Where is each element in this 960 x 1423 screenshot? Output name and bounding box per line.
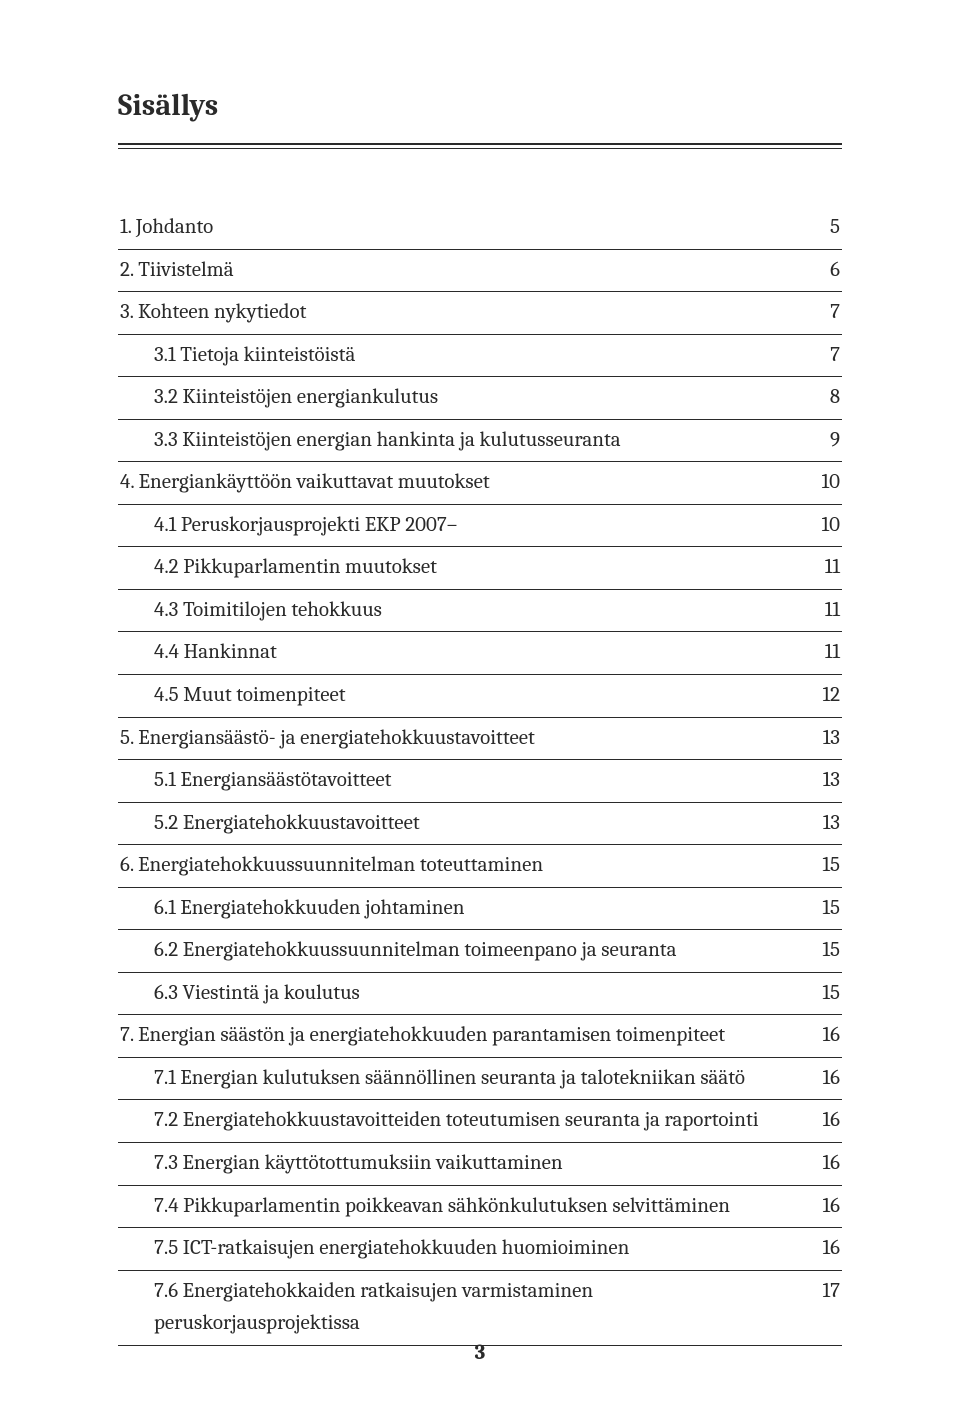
toc-row: 3.2 Kiinteistöjen energiankulutus8 — [118, 377, 842, 420]
toc-row: 7.6 Energiatehokkaiden ratkaisujen varmi… — [118, 1271, 842, 1346]
toc-row: 3.1 Tietoja kiinteistöistä7 — [118, 335, 842, 378]
toc-entry-page: 11 — [812, 594, 840, 627]
toc-row: 3.3 Kiinteistöjen energian hankinta ja k… — [118, 420, 842, 463]
toc-row: 7.2 Energiatehokkuustavoitteiden toteutu… — [118, 1100, 842, 1143]
toc-row: 7.3 Energian käyttötottumuksiin vaikutta… — [118, 1143, 842, 1186]
toc-entry-label: 4.1 Peruskorjausprojekti EKP 2007– — [154, 509, 812, 542]
toc-entry-page: 11 — [812, 551, 840, 584]
toc-entry-page: 8 — [812, 381, 840, 414]
toc-row: 4.1 Peruskorjausprojekti EKP 2007–10 — [118, 505, 842, 548]
toc-entry-page: 7 — [812, 296, 840, 329]
document-page: Sisällys 1. Johdanto52. Tiivistelmä63. K… — [0, 0, 960, 1423]
toc-entry-label: 7.6 Energiatehokkaiden ratkaisujen varmi… — [154, 1275, 812, 1340]
toc-row: 5.1 Energiansäästötavoitteet13 — [118, 760, 842, 803]
toc-entry-label: 7.5 ICT-ratkaisujen energiatehokkuuden h… — [154, 1232, 812, 1265]
toc-entry-page: 11 — [812, 636, 840, 669]
toc-entry-page: 12 — [812, 679, 840, 712]
toc-entry-page: 16 — [812, 1147, 840, 1180]
toc-entry-page: 15 — [812, 977, 840, 1010]
toc-row: 2. Tiivistelmä6 — [118, 250, 842, 293]
toc-title: Sisällys — [118, 88, 842, 127]
toc-entry-label: 4.4 Hankinnat — [154, 636, 812, 669]
toc-entry-page: 16 — [812, 1190, 840, 1223]
toc-row: 5. Energiansäästö- ja energiatehokkuusta… — [118, 718, 842, 761]
toc-row: 6. Energiatehokkuussuunnitelman toteutta… — [118, 845, 842, 888]
toc-entry-page: 17 — [812, 1275, 840, 1308]
toc-entry-label: 6.2 Energiatehokkuussuunnitelman toimeen… — [154, 934, 812, 967]
toc-entry-page: 15 — [812, 849, 840, 882]
toc-entry-page: 6 — [812, 254, 840, 287]
toc-entry-page: 13 — [812, 807, 840, 840]
toc-entry-label: 5.1 Energiansäästötavoitteet — [154, 764, 812, 797]
toc-entry-page: 5 — [812, 211, 840, 244]
toc-entry-label: 3.2 Kiinteistöjen energiankulutus — [154, 381, 812, 414]
toc-entry-label: 7. Energian säästön ja energiatehokkuude… — [120, 1019, 812, 1052]
toc-row: 6.1 Energiatehokkuuden johtaminen15 — [118, 888, 842, 931]
toc-entry-label: 3.3 Kiinteistöjen energian hankinta ja k… — [154, 424, 812, 457]
toc-entry-page: 15 — [812, 892, 840, 925]
toc-row: 4.2 Pikkuparlamentin muutokset11 — [118, 547, 842, 590]
toc-row: 7.4 Pikkuparlamentin poikkeavan sähkönku… — [118, 1186, 842, 1229]
toc-row: 4. Energiankäyttöön vaikuttavat muutokse… — [118, 462, 842, 505]
toc-entry-label: 7.4 Pikkuparlamentin poikkeavan sähkönku… — [154, 1190, 812, 1223]
toc-entry-page: 10 — [812, 466, 840, 499]
toc-row: 7.5 ICT-ratkaisujen energiatehokkuuden h… — [118, 1228, 842, 1271]
toc-entry-page: 16 — [812, 1104, 840, 1137]
toc-entry-page: 9 — [812, 424, 840, 457]
toc-entry-page: 10 — [812, 509, 840, 542]
toc-row: 7. Energian säästön ja energiatehokkuude… — [118, 1015, 842, 1058]
toc-row: 3. Kohteen nykytiedot7 — [118, 292, 842, 335]
toc-entry-label: 6.3 Viestintä ja koulutus — [154, 977, 812, 1010]
toc-entry-page: 13 — [812, 722, 840, 755]
toc-table: 1. Johdanto52. Tiivistelmä63. Kohteen ny… — [118, 207, 842, 1346]
toc-entry-label: 4.2 Pikkuparlamentin muutokset — [154, 551, 812, 584]
toc-entry-label: 1. Johdanto — [120, 211, 812, 244]
toc-row: 7.1 Energian kulutuksen säännöllinen seu… — [118, 1058, 842, 1101]
toc-entry-page: 15 — [812, 934, 840, 967]
toc-entry-page: 13 — [812, 764, 840, 797]
toc-entry-label: 7.1 Energian kulutuksen säännöllinen seu… — [154, 1062, 812, 1095]
toc-entry-label: 4.5 Muut toimenpiteet — [154, 679, 812, 712]
toc-entry-label: 2. Tiivistelmä — [120, 254, 812, 287]
toc-entry-page: 16 — [812, 1062, 840, 1095]
toc-entry-page: 16 — [812, 1019, 840, 1052]
toc-entry-page: 7 — [812, 339, 840, 372]
toc-entry-page: 16 — [812, 1232, 840, 1265]
toc-entry-label: 3.1 Tietoja kiinteistöistä — [154, 339, 812, 372]
title-rule-thick — [118, 143, 842, 145]
toc-entry-label: 6.1 Energiatehokkuuden johtaminen — [154, 892, 812, 925]
toc-row: 5.2 Energiatehokkuustavoitteet13 — [118, 803, 842, 846]
toc-entry-label: 5.2 Energiatehokkuustavoitteet — [154, 807, 812, 840]
page-number: 3 — [0, 1341, 960, 1365]
toc-row: 4.4 Hankinnat11 — [118, 632, 842, 675]
toc-entry-label: 7.2 Energiatehokkuustavoitteiden toteutu… — [154, 1104, 812, 1137]
toc-row: 6.2 Energiatehokkuussuunnitelman toimeen… — [118, 930, 842, 973]
toc-row: 6.3 Viestintä ja koulutus15 — [118, 973, 842, 1016]
title-rule-thin — [118, 148, 842, 149]
toc-entry-label: 6. Energiatehokkuussuunnitelman toteutta… — [120, 849, 812, 882]
toc-entry-label: 3. Kohteen nykytiedot — [120, 296, 812, 329]
toc-entry-label: 7.3 Energian käyttötottumuksiin vaikutta… — [154, 1147, 812, 1180]
toc-entry-label: 5. Energiansäästö- ja energiatehokkuusta… — [120, 722, 812, 755]
toc-entry-label: 4.3 Toimitilojen tehokkuus — [154, 594, 812, 627]
toc-entry-label: 4. Energiankäyttöön vaikuttavat muutokse… — [120, 466, 812, 499]
toc-row: 4.5 Muut toimenpiteet12 — [118, 675, 842, 718]
toc-row: 4.3 Toimitilojen tehokkuus11 — [118, 590, 842, 633]
toc-row: 1. Johdanto5 — [118, 207, 842, 250]
